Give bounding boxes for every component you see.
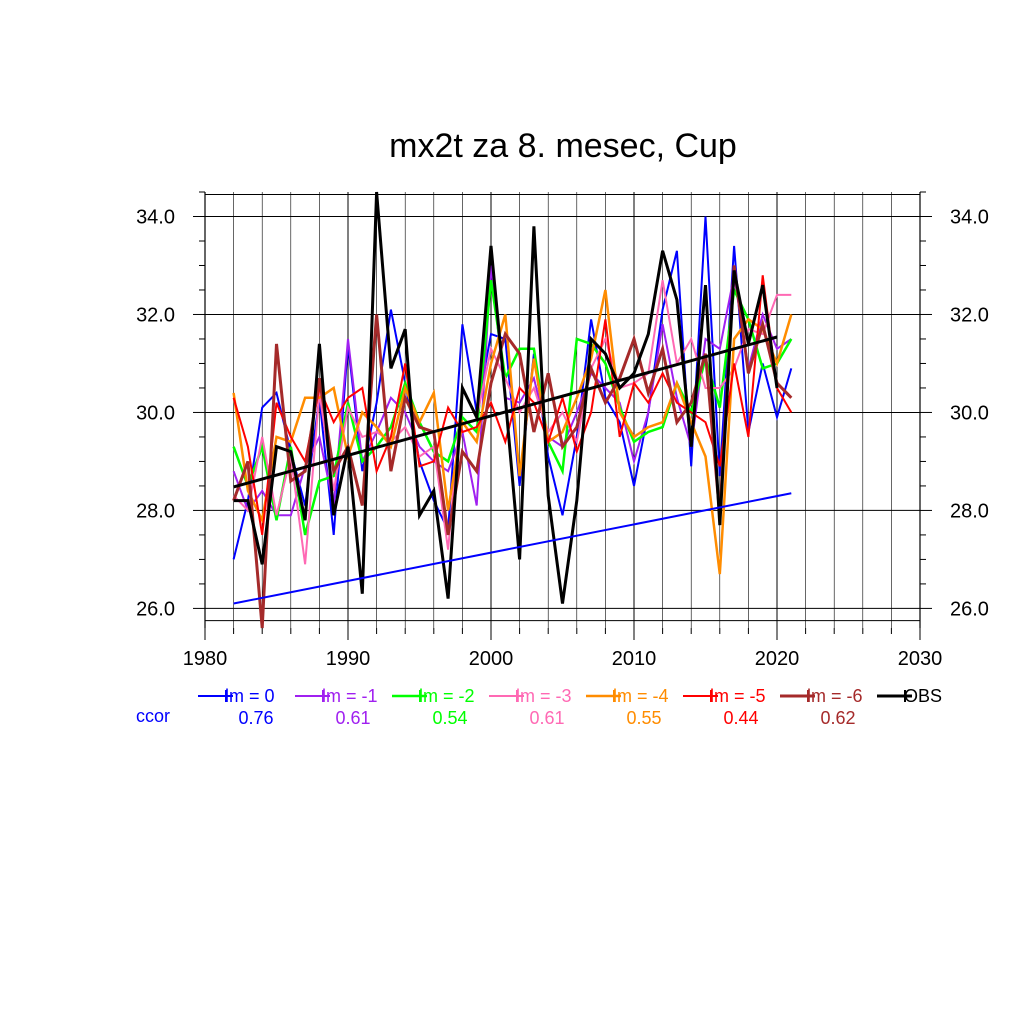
y-tick-label-left: 28.0 — [136, 500, 175, 522]
y-tick-label-left: 30.0 — [136, 402, 175, 424]
trend-lines — [233, 335, 792, 605]
ccor-value: 0.62 — [820, 708, 855, 728]
legend-label: lm = -6 — [807, 686, 863, 706]
series-line — [232, 289, 793, 575]
ccor-value: 0.44 — [723, 708, 758, 728]
legend-label: OBS — [904, 686, 942, 706]
trend-line — [233, 335, 778, 489]
y-tick-label-left: 34.0 — [136, 206, 175, 228]
trend-line — [233, 492, 792, 605]
legend-label: lm = -5 — [710, 686, 766, 706]
legend-label: lm = -2 — [419, 686, 475, 706]
ccor-value: 0.61 — [335, 708, 370, 728]
y-tick-label-right: 26.0 — [950, 598, 989, 620]
legend-label: lm = -3 — [516, 686, 572, 706]
y-tick-label-right: 34.0 — [950, 206, 989, 228]
x-tick-label: 2030 — [898, 648, 943, 670]
ccor-label: ccor — [136, 706, 170, 726]
legend-label: lm = 0 — [225, 686, 275, 706]
x-tick-label: 1990 — [326, 648, 371, 670]
ccor-value: 0.76 — [238, 708, 273, 728]
series-line — [232, 275, 793, 536]
grid — [205, 192, 920, 628]
y-tick-label-right: 32.0 — [950, 304, 989, 326]
x-tick-label: 2010 — [612, 648, 657, 670]
y-tick-label-right: 28.0 — [950, 500, 989, 522]
x-tick-label: 2000 — [469, 648, 514, 670]
ccor-value: 0.61 — [529, 708, 564, 728]
legend-label: lm = -4 — [613, 686, 669, 706]
legend: lm = 0 lm = -1 lm = -2 lm = -3 lm = -4 lm = -… — [136, 686, 942, 728]
axes: 26.0 26.0 28.0 28.0 30.0 30.0 32.0 32.0 34.0 34.0… — [136, 191, 989, 670]
series-line — [232, 280, 793, 536]
y-tick-label-left: 32.0 — [136, 304, 175, 326]
y-tick-label-left: 26.0 — [136, 598, 175, 620]
y-tick-label-right: 30.0 — [950, 402, 989, 424]
x-tick-label: 1980 — [183, 648, 228, 670]
series-line — [233, 191, 779, 604]
x-tick-label: 2020 — [755, 648, 800, 670]
ccor-value: 0.55 — [626, 708, 661, 728]
series-lines — [232, 191, 793, 629]
legend-label: lm = -1 — [322, 686, 378, 706]
chart-title: mx2t za 8. mesec, Cup — [389, 127, 737, 165]
ccor-value: 0.54 — [432, 708, 467, 728]
